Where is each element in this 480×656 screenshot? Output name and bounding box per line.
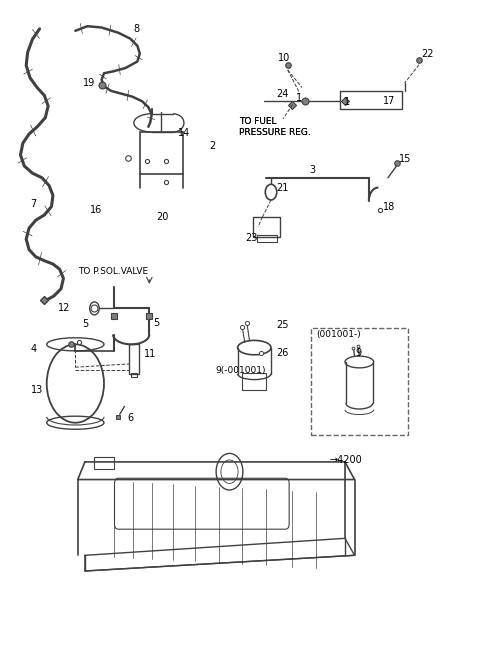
Text: 20: 20 [156,212,169,222]
FancyBboxPatch shape [311,328,408,435]
Text: 8: 8 [133,24,139,34]
Text: 25: 25 [276,319,288,330]
Bar [242,373,266,390]
Text: 2: 2 [209,142,215,152]
Text: TO P.SOL.VALVE: TO P.SOL.VALVE [78,267,149,276]
Text: 7: 7 [30,199,36,209]
Text: 3: 3 [309,165,315,175]
Bar [95,457,114,469]
Text: 17: 17 [383,96,396,106]
Bar [340,91,402,109]
Text: 21: 21 [276,182,288,193]
Text: 5: 5 [82,319,88,329]
Text: 19: 19 [83,78,95,88]
Text: TO FUEL
PRESSURE REG.: TO FUEL PRESSURE REG. [239,117,311,136]
Text: 24: 24 [276,89,288,99]
Text: 1: 1 [344,97,350,107]
Text: TO FUEL
PRESSURE REG.: TO FUEL PRESSURE REG. [239,117,311,136]
Text: 15: 15 [399,154,411,165]
Text: 4: 4 [31,344,37,354]
Bar [140,132,183,174]
Bar [253,217,280,237]
Text: →4200: →4200 [330,455,362,465]
Text: 10: 10 [278,53,290,63]
Text: 26: 26 [276,348,288,358]
Text: 16: 16 [90,205,102,215]
Text: 18: 18 [383,202,396,212]
Text: (001001-): (001001-) [316,330,361,339]
Text: 12: 12 [58,304,71,314]
Text: 23: 23 [245,233,257,243]
Text: 6: 6 [128,413,134,423]
Text: 22: 22 [421,49,434,58]
Text: 9(-001001): 9(-001001) [215,366,266,375]
Text: 5: 5 [153,318,159,329]
Bar [131,373,137,377]
Text: 9: 9 [355,348,361,358]
Text: 13: 13 [31,385,43,395]
Text: 14: 14 [178,129,190,138]
Bar [257,236,277,242]
Text: 1: 1 [296,93,302,103]
Bar [129,344,139,374]
Text: 11: 11 [144,349,156,359]
